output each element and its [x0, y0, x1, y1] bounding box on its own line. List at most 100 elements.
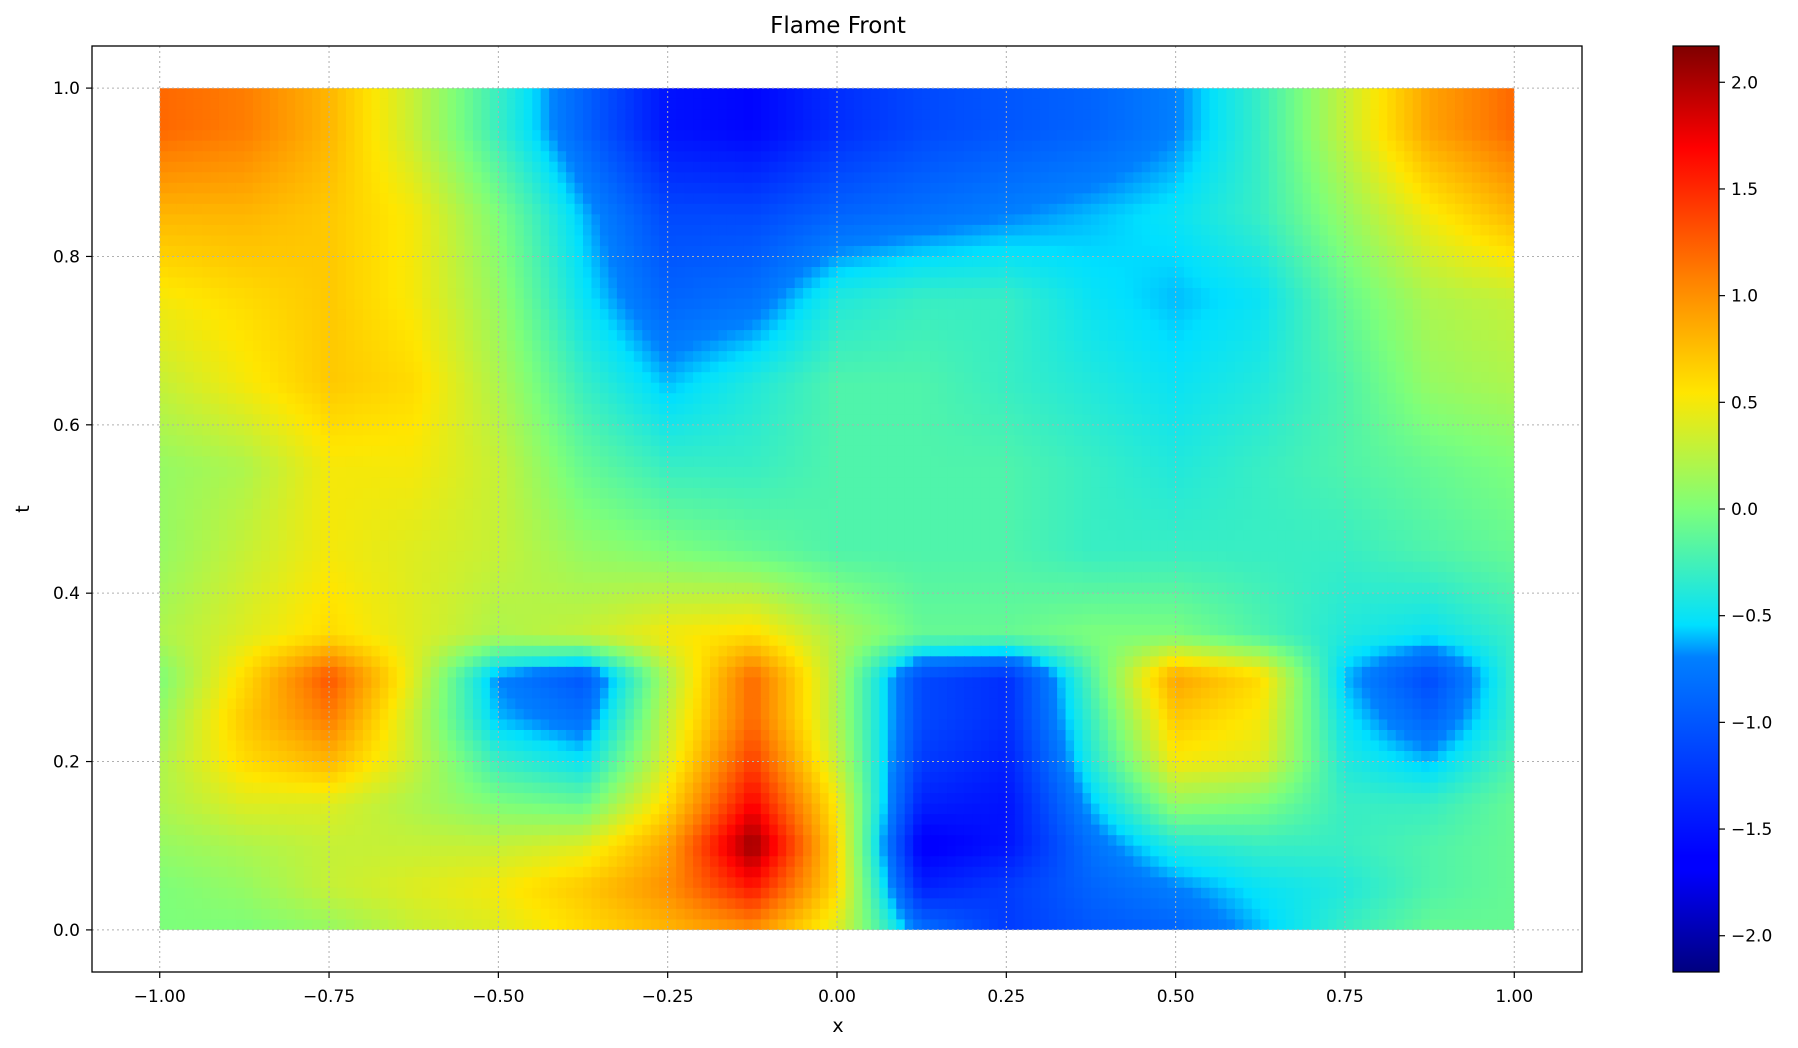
heatmap-cell: [1455, 382, 1465, 394]
heatmap-cell: [1404, 161, 1414, 173]
heatmap-cell: [574, 119, 584, 131]
heatmap-cell: [235, 161, 245, 173]
heatmap-cell: [803, 361, 813, 373]
heatmap-cell: [853, 340, 863, 352]
heatmap-cell: [574, 245, 584, 258]
heatmap-cell: [193, 193, 203, 205]
heatmap-cell: [337, 319, 347, 331]
heatmap-cell: [1192, 403, 1202, 415]
heatmap-cell: [303, 382, 313, 394]
heatmap-cell: [540, 151, 550, 163]
heatmap-cell: [701, 119, 711, 131]
heatmap-cell: [870, 361, 880, 373]
heatmap-cell: [1090, 277, 1101, 289]
heatmap-cell: [1361, 330, 1371, 342]
heatmap-cell: [413, 382, 423, 394]
heatmap-cell: [261, 140, 271, 152]
heatmap-cell: [456, 235, 466, 247]
heatmap-cell: [557, 235, 567, 247]
heatmap-cell: [913, 193, 923, 205]
heatmap-cell: [1446, 351, 1456, 363]
heatmap-cell: [185, 245, 195, 258]
heatmap-cell: [1319, 203, 1329, 215]
heatmap-cell: [972, 256, 982, 268]
heatmap-cell: [625, 277, 635, 289]
heatmap-cell: [1311, 88, 1321, 100]
heatmap-cell: [566, 172, 576, 184]
heatmap-cell: [1082, 182, 1092, 194]
heatmap-cell: [633, 361, 643, 373]
heatmap-cell: [1302, 98, 1312, 110]
heatmap-cell: [820, 109, 830, 121]
heatmap-cell: [760, 130, 770, 142]
heatmap-cell: [286, 330, 296, 342]
heatmap-cell: [735, 193, 745, 205]
heatmap-cell: [371, 393, 381, 405]
heatmap-cell: [608, 351, 618, 363]
heatmap-cell: [464, 98, 474, 110]
heatmap-cell: [599, 172, 610, 184]
heatmap-cell: [599, 382, 610, 394]
heatmap-cell: [1344, 277, 1355, 289]
heatmap-cell: [794, 372, 804, 384]
heatmap-cell: [1116, 309, 1126, 321]
heatmap-cell: [1378, 130, 1388, 142]
heatmap-cell: [972, 245, 982, 258]
heatmap-cell: [515, 119, 525, 131]
heatmap-cell: [1006, 88, 1016, 100]
heatmap-cell: [430, 382, 440, 394]
heatmap-cell: [1429, 98, 1439, 110]
heatmap-cell: [1082, 319, 1092, 331]
heatmap-cell: [887, 245, 897, 258]
heatmap-cell: [769, 372, 779, 384]
heatmap-cell: [599, 266, 610, 279]
heatmap-cell: [1023, 235, 1033, 247]
heatmap-cell: [726, 161, 737, 173]
heatmap-cell: [794, 309, 804, 321]
heatmap-cell: [176, 88, 186, 100]
heatmap-cell: [574, 193, 584, 205]
heatmap-cell: [261, 414, 271, 426]
heatmap-cell: [193, 182, 203, 194]
heatmap-cell: [1116, 330, 1126, 342]
heatmap-cell: [938, 88, 948, 100]
heatmap-cell: [1344, 298, 1355, 310]
heatmap-cell: [887, 393, 897, 405]
heatmap-cell: [210, 161, 220, 173]
heatmap-cell: [185, 266, 195, 279]
heatmap-cell: [312, 298, 322, 310]
heatmap-cell: [1268, 109, 1278, 121]
heatmap-cell: [1497, 403, 1507, 415]
heatmap-cell: [379, 172, 389, 184]
heatmap-cell: [930, 351, 940, 363]
heatmap-cell: [811, 245, 821, 258]
heatmap-cell: [633, 245, 643, 258]
heatmap-cell: [930, 224, 940, 237]
heatmap-cell: [566, 298, 576, 310]
heatmap-cell: [405, 382, 415, 394]
heatmap-cell: [532, 214, 542, 226]
heatmap-cell: [218, 109, 229, 121]
heatmap-cell: [1057, 98, 1067, 110]
heatmap-cell: [760, 109, 770, 121]
heatmap-cell: [439, 288, 449, 300]
heatmap-cell: [1260, 193, 1270, 205]
heatmap-cell: [972, 98, 982, 110]
heatmap-cell: [1090, 245, 1101, 258]
heatmap-cell: [252, 161, 262, 173]
heatmap-cell: [1438, 151, 1448, 163]
heatmap-cell: [396, 193, 406, 205]
heatmap-cell: [269, 109, 279, 121]
heatmap-cell: [1082, 298, 1092, 310]
heatmap-cell: [1209, 351, 1219, 363]
heatmap-cell: [803, 319, 813, 331]
heatmap-cell: [1141, 382, 1151, 394]
heatmap-cell: [1124, 309, 1134, 321]
heatmap-cell: [261, 319, 271, 331]
heatmap-cell: [185, 277, 195, 289]
heatmap-cell: [676, 245, 686, 258]
heatmap-cell: [921, 382, 931, 394]
heatmap-cell: [1429, 298, 1439, 310]
heatmap-cell: [549, 88, 559, 100]
heatmap-cell: [1074, 109, 1084, 121]
